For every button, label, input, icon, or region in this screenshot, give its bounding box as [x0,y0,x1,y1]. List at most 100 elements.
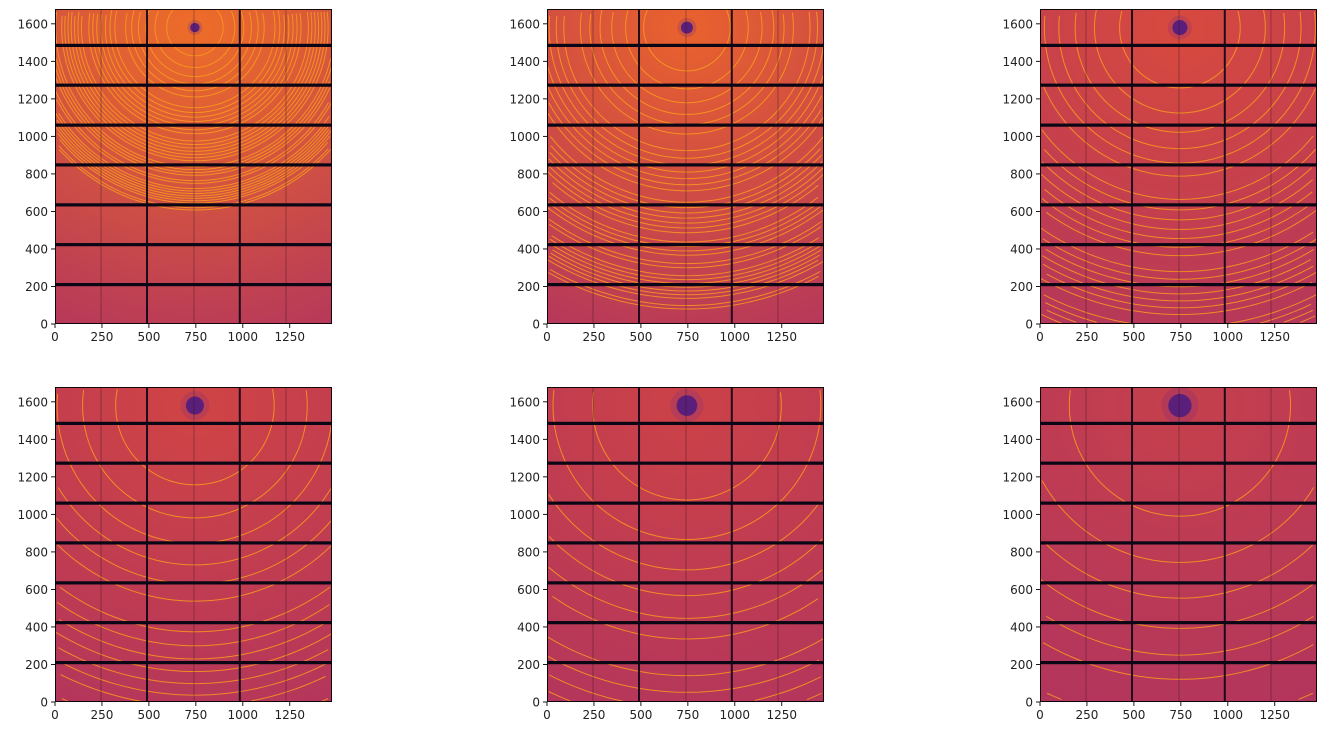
diffraction-ring [1044,542,1313,599]
y-tick-label: 1000 [1002,508,1033,522]
y-tick-label: 1400 [1002,433,1033,447]
diffraction-ring [548,272,819,310]
detector-image [54,387,333,703]
x-tick-label: 750 [1169,708,1192,722]
diffraction-ring [1044,188,1313,240]
y-tick-label: 600 [1010,205,1033,219]
x-tick-label: 500 [137,330,160,344]
x-tick-label: 1000 [1213,708,1244,722]
diffraction-ring [67,11,323,156]
module-gap-horizontal [547,421,824,425]
x-tick-label: 750 [184,330,207,344]
x-tick-label: 250 [1075,330,1098,344]
y-tick-label: 1000 [509,508,540,522]
module-gap-horizontal [1040,203,1317,207]
y-tick-label: 800 [25,167,48,181]
y-tick-label: 1200 [17,470,48,484]
y-tick-label: 800 [517,167,540,181]
x-tick-label: 1000 [1213,330,1244,344]
x-tick-label: 1000 [720,330,751,344]
y-tick-label: 0 [40,696,48,710]
y-tick-label: 200 [517,658,540,672]
module-gap-horizontal [55,621,332,625]
y-tick-label: 1600 [1002,17,1033,31]
x-tick-label: 1000 [720,708,751,722]
y-tick-label: 0 [1025,318,1033,332]
module-gap-horizontal [547,123,824,127]
detector-image [1039,9,1318,325]
diffraction-ring [1043,149,1316,211]
y-tick-label: 200 [517,280,540,294]
x-tick-label: 1250 [766,330,797,344]
module-gap-horizontal [55,203,332,207]
y-tick-label: 600 [25,583,48,597]
diffraction-ring [1046,271,1317,309]
module-gap-horizontal [55,661,332,665]
x-tick-label: 1250 [766,708,797,722]
diffraction-ring [549,674,822,702]
diffraction-ring [88,12,302,135]
module-gap-horizontal [55,163,332,167]
diffraction-ring [57,132,331,202]
diffraction-ring [1045,209,1318,257]
module-gap-horizontal [55,283,332,287]
diffraction-ring [58,112,330,190]
y-tick-label: 800 [517,545,540,559]
diffraction-ring [1042,84,1316,177]
module-gap-horizontal [55,461,332,465]
module-gap-horizontal [1040,581,1317,585]
diffraction-ring [547,112,825,192]
y-tick-label: 0 [1025,696,1033,710]
diffraction-ring [57,647,329,685]
diffraction-ring [549,136,824,203]
detector-image [546,9,825,324]
module-gap-horizontal [55,421,332,425]
diffraction-ring [1039,227,1314,273]
diffraction-ring [57,487,333,566]
diffraction-ring [591,392,782,501]
subplot-3: 0 250 500 750 1000 1250 0 200 400 600 800 1000 1200 1… [1002,9,1318,344]
y-tick-label: 1400 [509,55,540,69]
diffraction-ring [548,691,822,702]
diffraction-ring [55,542,332,602]
subplot-5: 0 250 500 750 1000 1250 0 200 400 600 800 1000 1200 1… [509,387,824,722]
y-tick-label: 1000 [509,130,540,144]
diffraction-ring [154,11,236,68]
diffraction-ring [579,12,794,135]
diffraction-ring [137,11,252,85]
diffraction-ring [59,660,331,696]
diffraction-ring [643,9,731,72]
y-tick-label: 0 [532,318,540,332]
detector-image [54,9,333,324]
y-tick-label: 600 [25,205,48,219]
y-tick-label: 800 [25,545,48,559]
diffraction-ring [552,389,822,540]
diffraction-ring [1045,302,1312,324]
diffraction-ring [77,11,313,146]
module-gap-horizontal [547,541,824,545]
diffraction-ring [552,182,819,234]
x-tick-label: 0 [1036,708,1044,722]
axes-frame [55,9,332,324]
diffraction-ring [547,164,824,224]
axes-frame [1040,387,1317,702]
diffraction-ring [109,9,281,113]
module-gap-horizontal [547,621,824,625]
diffraction-ring [59,586,331,633]
diffraction-ring [56,601,330,647]
x-tick-label: 0 [51,330,59,344]
beamstop [676,395,698,416]
module-gap-horizontal [55,581,332,585]
diffraction-ring [1045,615,1314,656]
axes-frame [55,387,332,702]
diffraction-ring [552,596,819,640]
diffraction-ring [563,11,811,152]
x-tick-label: 0 [1036,330,1044,344]
module-gap-horizontal [547,83,824,87]
x-tick-label: 250 [90,330,113,344]
subplot-6: 0 250 500 750 1000 1250 0 200 400 600 800 1000 1200 1… [1002,386,1317,722]
diffraction-ring [1058,11,1302,150]
x-tick-label: 1250 [1259,330,1290,344]
y-tick-label: 1400 [17,433,48,447]
y-tick-label: 200 [25,658,48,672]
